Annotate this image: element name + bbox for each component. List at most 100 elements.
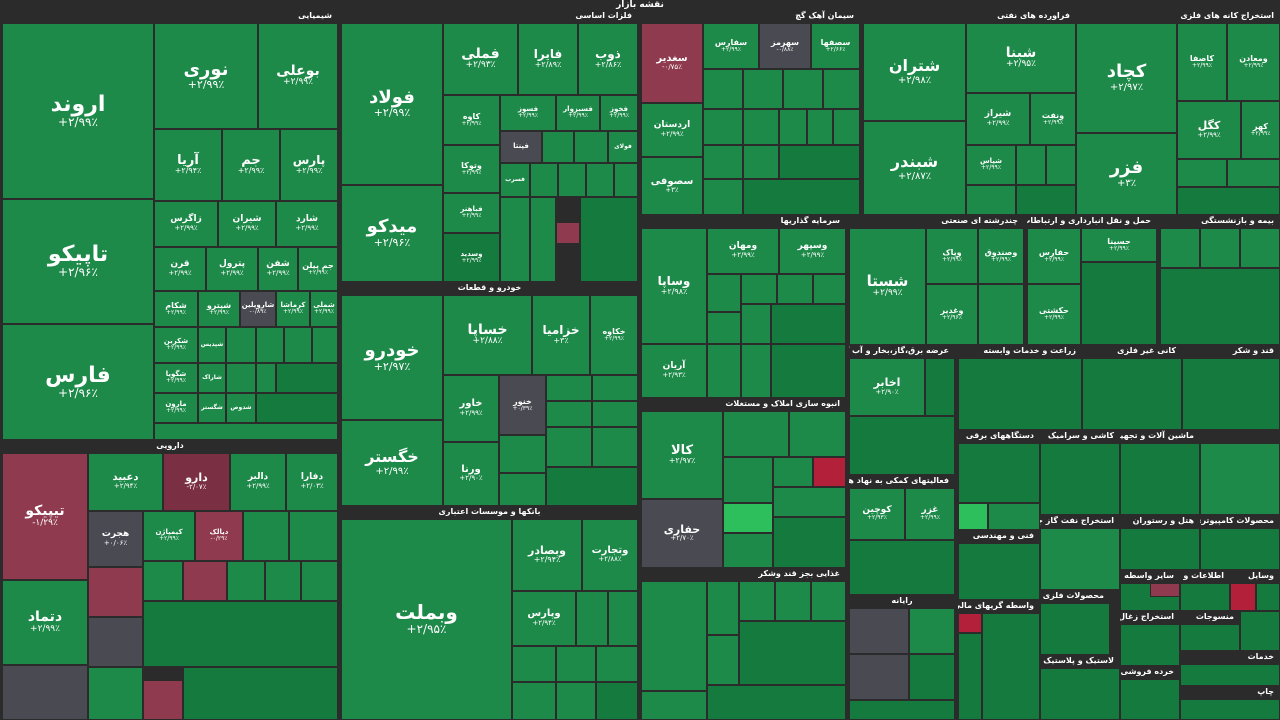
tile-vpak[interactable]: وپاک +۲/۹۹٪ bbox=[926, 228, 978, 284]
tile-sharad[interactable]: شارد +۲/۹۹٪ bbox=[276, 201, 338, 247]
tile-febahonar[interactable]: فباهنر +۲/۹۹٪ bbox=[443, 193, 500, 233]
tile-faira[interactable]: فایرا +۲/۸۹٪ bbox=[518, 23, 578, 95]
tile-inv-small-2[interactable] bbox=[741, 274, 777, 304]
tile-pharma-small-2[interactable] bbox=[243, 511, 289, 561]
tile-small-bank-3[interactable] bbox=[512, 646, 556, 682]
tile-inv-small-8[interactable] bbox=[707, 344, 741, 398]
tile-coal-small-1[interactable] bbox=[1120, 624, 1180, 666]
tile-sesfaha[interactable]: سصفها +۲/۶۶٪ bbox=[811, 23, 860, 69]
tile-print-small-1[interactable] bbox=[1180, 699, 1280, 720]
tile-food-small-5[interactable] bbox=[707, 635, 739, 685]
tile-fevalai[interactable]: فولای bbox=[608, 131, 638, 163]
tile-inv-small-3[interactable] bbox=[777, 274, 813, 304]
tile-inter-small-2[interactable] bbox=[958, 633, 982, 720]
tile-maroon[interactable]: مارون +۲/۹۹٪ bbox=[154, 393, 198, 423]
tile-gharn[interactable]: قرن +۲/۹۹٪ bbox=[154, 247, 206, 291]
tile-ret-small-1[interactable] bbox=[1120, 679, 1180, 720]
tile-holding-small-1[interactable] bbox=[978, 284, 1024, 345]
tile-oil-small-2[interactable] bbox=[1046, 145, 1076, 185]
tile-khkaveh[interactable]: خکاوه +۲/۹۹٪ bbox=[590, 295, 638, 375]
tile-vbsader[interactable]: وبصادر +۲/۹۴٪ bbox=[512, 519, 582, 591]
tile-re-small-7[interactable] bbox=[773, 517, 846, 568]
tile-soft-small-3[interactable] bbox=[849, 654, 909, 700]
tile-pharma-small-5[interactable] bbox=[143, 561, 183, 601]
tile-small-met-8[interactable] bbox=[530, 197, 556, 282]
tile-trans-small-1[interactable] bbox=[1081, 262, 1157, 345]
tile-re-small-5[interactable] bbox=[773, 487, 846, 517]
tile-arvand[interactable]: اروند +۲/۹۹٪ bbox=[2, 23, 154, 199]
tile-vnaft[interactable]: ونفت +۲/۹۹٪ bbox=[1030, 93, 1076, 145]
tile-sahormoz[interactable]: سهرمز -۰/۸۸٪ bbox=[759, 23, 811, 69]
tile-shgoya[interactable]: شگویا +۲/۹۹٪ bbox=[154, 363, 198, 393]
tile-kimiazhen[interactable]: کیمیاژن +۲/۹۹٪ bbox=[143, 511, 195, 561]
tile-cement-small-14[interactable] bbox=[743, 179, 860, 215]
tile-util-small-1[interactable] bbox=[925, 358, 955, 416]
tile-soft-small-5[interactable] bbox=[849, 700, 955, 720]
tile-femli[interactable]: فملی +۲/۹۳٪ bbox=[443, 23, 518, 95]
tile-pharma-small-4[interactable] bbox=[88, 567, 143, 617]
tile-small-auto-4[interactable] bbox=[592, 401, 638, 427]
tile-tiles-small-1[interactable] bbox=[1040, 443, 1120, 515]
tile-small-chem-5[interactable] bbox=[226, 363, 256, 393]
tile-jam[interactable]: جم +۲/۹۹٪ bbox=[222, 129, 280, 201]
tile-small-auto-8[interactable] bbox=[592, 427, 638, 467]
tile-shkarbon[interactable]: شکربن +۲/۹۹٪ bbox=[154, 327, 198, 363]
tile-inv-small-7[interactable] bbox=[771, 304, 846, 344]
tile-noori[interactable]: نوری +۲/۹۹٪ bbox=[154, 23, 258, 129]
tile-akhaber[interactable] bbox=[1200, 443, 1280, 515]
tile-vsepehr[interactable]: وسپهر +۲/۹۹٪ bbox=[779, 228, 846, 274]
tile-small-met-4[interactable] bbox=[558, 163, 586, 197]
tile-trade-small-1[interactable] bbox=[1180, 664, 1280, 686]
tile-shdos[interactable]: شدوص bbox=[226, 393, 256, 423]
tile-ardestan[interactable]: اردستان +۲/۹۹٪ bbox=[641, 103, 703, 157]
tile-vesadid[interactable]: وسدید +۲/۹۹٪ bbox=[443, 233, 500, 282]
tile-vetooka[interactable]: وتوکا +۲/۹۹٪ bbox=[443, 145, 500, 193]
tile-daroo[interactable]: دارو -۲/۰۷٪ bbox=[163, 453, 230, 511]
tile-elec-small-bright[interactable] bbox=[958, 503, 988, 530]
tile-fesoz[interactable]: فسوز +۲/۹۹٪ bbox=[500, 95, 556, 131]
tile-pharma-small-1[interactable] bbox=[2, 665, 88, 720]
tile-soft-small-1[interactable] bbox=[849, 608, 909, 654]
tile-sesofi[interactable]: سصوفی +۳٪ bbox=[641, 157, 703, 215]
tile-khsapa[interactable]: خساپا +۲/۸۸٪ bbox=[443, 295, 532, 375]
tile-eng-small-1[interactable] bbox=[958, 543, 1040, 600]
tile-small-chem-3[interactable] bbox=[284, 327, 312, 363]
tile-small-met-9[interactable] bbox=[580, 197, 638, 282]
tile-comp-small-1[interactable] bbox=[1200, 528, 1280, 570]
tile-re-small-red[interactable] bbox=[813, 457, 846, 487]
tile-fesorb[interactable]: فسرب bbox=[500, 163, 530, 197]
tile-hotel-small-1[interactable] bbox=[1120, 528, 1200, 570]
tile-arian[interactable]: آریان +۲/۹۳٪ bbox=[641, 344, 707, 398]
tile-ins-small-3[interactable] bbox=[1240, 228, 1280, 268]
tile-medko[interactable]: میدکو +۲/۹۶٪ bbox=[341, 185, 443, 282]
tile-shafan[interactable]: شفن +۲/۹۹٪ bbox=[258, 247, 298, 291]
tile-kermasha[interactable]: کرماشا +۲/۹۹٪ bbox=[276, 291, 310, 327]
tile-small-chem-7[interactable] bbox=[276, 363, 338, 393]
tile-tex-small-1[interactable] bbox=[1180, 624, 1240, 651]
tile-elec-small-2[interactable] bbox=[988, 503, 1040, 530]
tile-jampilen[interactable]: جم پیلن +۲/۹۹٪ bbox=[298, 247, 338, 291]
tile-fakhoz[interactable]: فخوز +۲/۹۹٪ bbox=[600, 95, 638, 131]
tile-sharak[interactable]: شاراک bbox=[198, 363, 226, 393]
tile-small-auto-7[interactable] bbox=[546, 427, 592, 467]
tile-shemli[interactable]: شملی +۲/۹۹٪ bbox=[310, 291, 338, 327]
tile-shiraz[interactable]: شیراز +۲/۹۹٪ bbox=[966, 93, 1030, 145]
tile-inv-small-10[interactable] bbox=[771, 344, 846, 398]
tile-dfara[interactable]: دفارا +۲/۰۳٪ bbox=[286, 453, 338, 511]
tile-soft-small-2[interactable] bbox=[909, 608, 955, 654]
tile-fepenta[interactable]: فپنتا bbox=[500, 131, 542, 163]
tile-re-small-3[interactable] bbox=[723, 457, 773, 503]
tile-pharma-small-11[interactable] bbox=[143, 601, 338, 667]
tile-oil-small-4[interactable] bbox=[1016, 185, 1076, 215]
tile-kahar[interactable]: کهر +۲/۹۹٪ bbox=[1241, 101, 1280, 159]
tile-kaveh[interactable]: کاوه +۲/۹۹٪ bbox=[443, 95, 500, 145]
tile-vtejarat[interactable]: وتجارت +۲/۸۸٪ bbox=[582, 519, 638, 591]
tile-foolad[interactable]: فولاد +۲/۹۹٪ bbox=[341, 23, 443, 185]
tile-khgostar[interactable]: خگستر +۲/۹۹٪ bbox=[341, 420, 443, 506]
tile-veh-small-red[interactable] bbox=[1230, 583, 1256, 611]
tile-hafars[interactable]: حفارس +۲/۹۹٪ bbox=[1027, 228, 1081, 284]
tile-soft-small-4[interactable] bbox=[909, 654, 955, 700]
tile-kgol[interactable]: کگل +۲/۹۹٪ bbox=[1177, 101, 1241, 159]
tile-cement-small-8[interactable] bbox=[807, 109, 833, 145]
tile-re-small-6[interactable] bbox=[723, 533, 773, 568]
